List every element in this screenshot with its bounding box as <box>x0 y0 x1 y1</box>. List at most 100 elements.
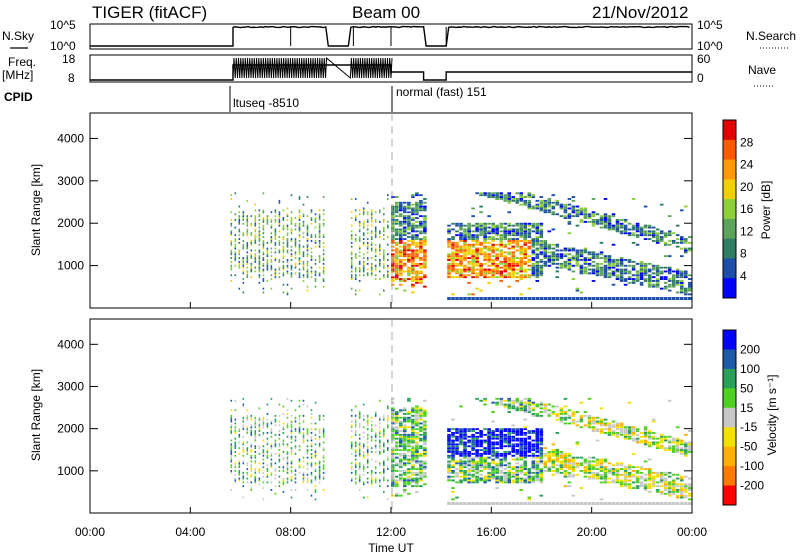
power-cell <box>551 262 556 265</box>
power-cell <box>358 236 361 238</box>
power-cell <box>366 220 369 223</box>
velocity-cell <box>282 422 285 425</box>
power-cell <box>318 255 321 258</box>
power-cell <box>298 226 301 229</box>
velocity-cell <box>366 428 369 431</box>
velocity-cell <box>379 433 381 436</box>
power-cell <box>278 240 281 242</box>
velocity-cell <box>286 479 289 482</box>
power-cell <box>575 255 580 258</box>
velocity-cell <box>379 432 381 434</box>
power-cell <box>475 251 479 254</box>
power-cell <box>471 238 475 240</box>
power-cell <box>383 228 385 231</box>
power-cell <box>635 278 640 280</box>
velocity-cell <box>483 479 487 482</box>
velocity-cell <box>366 496 369 499</box>
power-cell <box>379 249 381 252</box>
power-cell <box>395 276 399 279</box>
power-cell <box>651 232 656 235</box>
x-tick-label: 00:00 <box>677 525 707 539</box>
power-cell <box>455 224 459 227</box>
power-cell <box>242 232 245 235</box>
power-cell <box>499 297 503 300</box>
power-cell <box>619 297 624 300</box>
velocity-cell <box>354 433 357 436</box>
velocity-cell <box>415 485 419 488</box>
velocity-cell <box>663 439 668 442</box>
power-cell <box>322 259 325 261</box>
velocity-cell <box>407 483 411 486</box>
velocity-cell <box>551 454 556 457</box>
velocity-cell <box>515 471 519 474</box>
power-cell <box>318 232 321 235</box>
power-cell <box>539 241 544 244</box>
velocity-cell <box>254 420 257 423</box>
power-cell <box>511 266 515 269</box>
power-cell <box>419 272 423 275</box>
velocity-cell <box>403 418 407 421</box>
velocity-cell <box>379 435 381 438</box>
velocity-cell <box>407 418 411 421</box>
velocity-cell <box>531 462 536 465</box>
velocity-cell <box>419 445 423 448</box>
velocity-cell <box>611 430 616 432</box>
power-cell <box>495 262 499 265</box>
power-cell <box>395 232 399 235</box>
power-cell <box>370 264 373 267</box>
power-cell <box>467 270 471 273</box>
velocity-cell <box>463 441 467 444</box>
velocity-cell <box>539 443 544 446</box>
velocity-cell <box>391 397 395 400</box>
velocity-cell <box>591 502 596 505</box>
velocity-cell <box>539 468 544 470</box>
power-cell <box>306 289 309 292</box>
colorbar-tick: 16 <box>740 202 754 216</box>
power-cell <box>383 262 385 265</box>
power-cell <box>290 238 293 240</box>
power-cell <box>282 209 285 212</box>
power-cell <box>354 276 357 279</box>
power-cell <box>415 280 419 282</box>
power-cell <box>423 205 427 208</box>
velocity-cell <box>395 418 399 421</box>
power-cell <box>519 196 523 198</box>
velocity-cell <box>374 435 377 438</box>
velocity-cell <box>643 485 648 488</box>
power-cell <box>282 274 285 277</box>
power-cell <box>599 272 604 275</box>
velocity-cell <box>571 464 576 467</box>
power-cell <box>266 262 269 265</box>
velocity-cell <box>467 471 471 474</box>
velocity-cell <box>555 418 560 421</box>
power-cell <box>463 228 467 231</box>
power-cell <box>507 234 511 237</box>
velocity-cell <box>551 458 556 461</box>
velocity-cell <box>266 470 269 472</box>
power-cell <box>258 234 261 237</box>
velocity-cell <box>298 445 301 448</box>
velocity-cell <box>254 477 257 480</box>
power-cell <box>455 249 459 252</box>
power-cell <box>310 234 313 237</box>
power-cell <box>499 262 503 265</box>
power-cell <box>395 209 399 212</box>
velocity-cell <box>671 439 676 442</box>
velocity-cell <box>599 462 604 465</box>
velocity-cell <box>555 414 560 417</box>
power-cell <box>314 278 317 280</box>
velocity-cell <box>567 452 572 455</box>
velocity-cell <box>318 414 321 417</box>
power-cell <box>523 199 527 202</box>
power-cell <box>619 274 624 277</box>
power-cell <box>527 199 532 202</box>
velocity-cell <box>358 468 361 470</box>
velocity-cell <box>366 416 369 419</box>
power-cell <box>391 207 395 210</box>
velocity-cell <box>591 466 596 469</box>
velocity-cell <box>403 456 407 459</box>
velocity-cell <box>318 464 321 467</box>
power-cell <box>282 257 285 259</box>
power-cell <box>511 259 515 261</box>
